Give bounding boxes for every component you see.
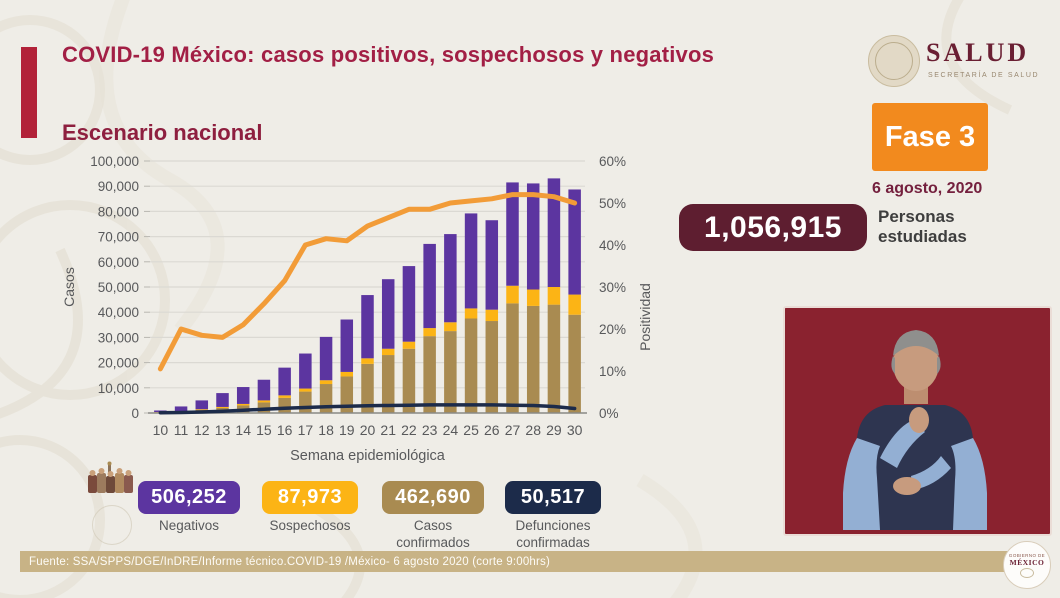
svg-text:60%: 60%: [599, 154, 626, 169]
svg-text:50,000: 50,000: [98, 280, 139, 295]
salud-seal-icon: [868, 35, 920, 87]
svg-text:25: 25: [463, 422, 479, 438]
footer-source-text: Fuente: SSA/SPPS/DGE/InDRE/Informe técni…: [29, 555, 551, 568]
legend-value-confirmados: 462,690: [382, 481, 484, 514]
legend-label-defunciones: Defunciones confirmadas: [515, 518, 591, 550]
legend-label-confirmados: Casos confirmados: [396, 518, 470, 550]
legend-value-negativos: 506,252: [138, 481, 240, 514]
svg-text:70,000: 70,000: [98, 230, 139, 245]
svg-text:Positividad: Positividad: [637, 283, 653, 351]
footer-source-bar: Fuente: SSA/SPPS/DGE/InDRE/Informe técni…: [20, 551, 1011, 572]
svg-text:90,000: 90,000: [98, 179, 139, 194]
svg-text:50%: 50%: [599, 196, 626, 211]
legend-label-sospechosos: Sospechosos: [269, 518, 351, 533]
svg-text:15: 15: [256, 422, 272, 438]
svg-text:10: 10: [153, 422, 169, 438]
legend-item-confirmados: 462,690 Casos confirmados: [377, 481, 489, 552]
svg-text:0%: 0%: [599, 406, 619, 421]
svg-text:Casos: Casos: [61, 267, 77, 307]
phase-badge: Fase 3: [872, 103, 988, 171]
svg-text:13: 13: [215, 422, 231, 438]
salud-logo-subtitle: SECRETARÍA DE SALUD: [928, 72, 1040, 79]
report-date: 6 agosto, 2020: [872, 180, 983, 197]
sign-language-interpreter-video: [783, 306, 1052, 536]
svg-text:20,000: 20,000: [98, 356, 139, 371]
svg-text:27: 27: [505, 422, 521, 438]
svg-text:19: 19: [339, 422, 355, 438]
svg-text:20%: 20%: [599, 322, 626, 337]
gob-seal-ornament: [1020, 567, 1034, 578]
svg-text:60,000: 60,000: [98, 255, 139, 270]
chart-canvas: 0 10,000 20,000 30,000 40,000 50,000 60,000 70,…: [61, 154, 653, 464]
svg-text:40,000: 40,000: [98, 305, 139, 320]
legend-item-defunciones: 50,517 Defunciones confirmadas: [497, 481, 609, 552]
legend-item-negativos: 506,252 Negativos: [135, 481, 243, 535]
svg-text:26: 26: [484, 422, 500, 438]
section-title: Escenario nacional: [62, 120, 263, 145]
svg-text:22: 22: [401, 422, 417, 438]
gob-seal-line2: MÉXICO: [1009, 557, 1045, 567]
svg-text:23: 23: [422, 422, 438, 438]
svg-text:24: 24: [443, 422, 459, 438]
svg-text:80,000: 80,000: [98, 204, 139, 219]
svg-text:30,000: 30,000: [98, 330, 139, 345]
seal-watermark: [92, 505, 132, 545]
svg-text:10%: 10%: [599, 364, 626, 379]
interpreter-figure: [785, 308, 1046, 530]
svg-text:20: 20: [360, 422, 376, 438]
page-title: COVID-19 México: casos positivos, sospec…: [62, 42, 715, 67]
phase-badge-label: Fase 3: [884, 120, 976, 153]
svg-text:17: 17: [298, 422, 314, 438]
legend-item-sospechosos: 87,973 Sospechosos: [256, 481, 364, 535]
svg-text:16: 16: [277, 422, 293, 438]
svg-text:0: 0: [131, 406, 139, 421]
svg-text:11: 11: [174, 422, 189, 438]
svg-text:30: 30: [567, 422, 583, 438]
gob-seal-line1: GOBIERNO DE: [1008, 552, 1046, 558]
salud-logo: SALUD SECRETARÍA DE SALUD: [860, 32, 1050, 92]
national-scenario-chart: 0 10,000 20,000 30,000 40,000 50,000 60,000 70,…: [50, 146, 690, 478]
svg-text:21: 21: [380, 422, 396, 438]
legend-label-negativos: Negativos: [158, 518, 220, 533]
svg-text:29: 29: [546, 422, 562, 438]
gobierno-mexico-seal: GOBIERNO DE MÉXICO: [1003, 541, 1051, 589]
studied-count-value: 1,056,915: [704, 210, 842, 244]
svg-text:100,000: 100,000: [90, 154, 139, 169]
svg-text:40%: 40%: [599, 238, 626, 253]
svg-text:28: 28: [525, 422, 541, 438]
svg-text:Semana epidemiológica: Semana epidemiológica: [290, 448, 446, 464]
legend-value-defunciones: 50,517: [505, 481, 601, 514]
svg-text:30%: 30%: [599, 280, 626, 295]
studied-count-badge: 1,056,915: [679, 204, 867, 251]
svg-text:10,000: 10,000: [98, 381, 139, 396]
svg-text:18: 18: [318, 422, 334, 438]
legend-value-sospechosos: 87,973: [262, 481, 358, 514]
heroes-decorative-image: [88, 461, 133, 493]
salud-logo-text: SALUD: [926, 38, 1030, 67]
studied-count-label: Personas estudiadas: [878, 207, 967, 247]
title-accent-bar: [21, 47, 37, 138]
svg-text:14: 14: [235, 422, 251, 438]
svg-text:12: 12: [194, 422, 210, 438]
